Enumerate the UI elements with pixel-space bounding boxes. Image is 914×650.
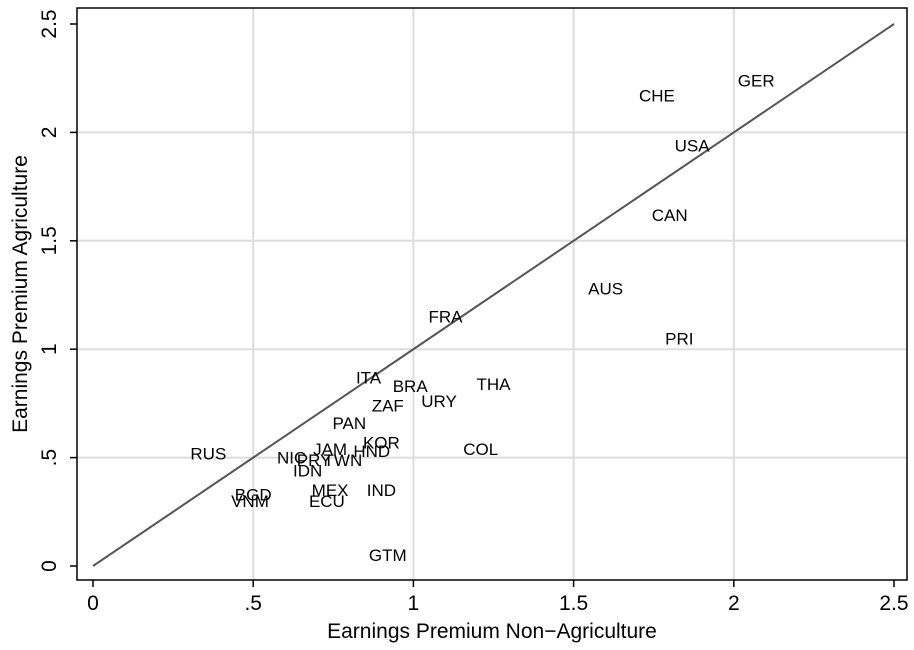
point-label-idn: IDN: [293, 462, 322, 481]
point-label-jam: JAM: [313, 440, 347, 459]
point-label-vnm: VNM: [231, 492, 269, 511]
point-label-col: COL: [463, 440, 498, 459]
x-tick-label: 1.5: [559, 592, 588, 615]
point-label-usa: USA: [675, 136, 711, 155]
point-label-bgd: BGD: [235, 485, 272, 504]
reference-45-degree-line: [92, 23, 895, 567]
point-label-che: CHE: [639, 87, 675, 106]
point-labels: GER CHE USA CAN AUS PRI FRA ITA BRA THA ZAF URY PANK…: [190, 71, 774, 565]
x-tick-label: 0: [87, 592, 99, 615]
point-label-ind: IND: [367, 481, 396, 500]
x-tick-label: 1: [408, 592, 420, 615]
x-tick-label: 2.5: [879, 592, 908, 615]
x-axis-title: Earnings Premium Non−Agriculture: [327, 620, 657, 643]
point-label-kor: KOR: [363, 433, 400, 452]
point-label-nic: NIC: [277, 449, 306, 468]
point-label-hnd: HND: [353, 442, 390, 461]
y-tick-label: .5: [38, 449, 61, 467]
y-tick-label: 1: [38, 343, 61, 355]
y-tick-label: 2: [38, 127, 61, 139]
point-label-ecu: ECU: [309, 492, 345, 511]
y-tick-label: 0: [38, 560, 61, 572]
point-label-rus: RUS: [190, 444, 226, 463]
grid-lines: [77, 8, 907, 580]
point-label-pry: PRY: [297, 451, 332, 470]
y-tick-label: 2.5: [38, 9, 61, 38]
point-label-fra: FRA: [428, 308, 463, 327]
point-label-ury: URY: [421, 392, 457, 411]
plot-frame: [76, 7, 908, 581]
point-label-aus: AUS: [588, 279, 623, 298]
x-tick-label: 2: [728, 592, 740, 615]
y-axis-title: Earnings Premium Agriculture: [9, 155, 32, 433]
y-axis-ticks: 0 .5 1 1.5 2 2.5: [38, 9, 77, 572]
point-label-twn: TWN: [324, 451, 363, 470]
point-label-gtm: GTM: [369, 546, 407, 565]
point-label-ita: ITA: [356, 368, 382, 387]
point-label-mex: MEX: [312, 481, 349, 500]
point-label-can: CAN: [652, 206, 688, 225]
point-label-pan: PAN: [332, 414, 366, 433]
y-tick-label: 1.5: [38, 226, 61, 255]
point-label-bra: BRA: [393, 377, 429, 396]
point-label-zaf: ZAF: [372, 397, 404, 416]
point-label-ger: GER: [738, 71, 775, 90]
x-axis-ticks: 0 .5 1 1.5 2 2.5: [87, 580, 909, 615]
point-label-pri: PRI: [665, 329, 693, 348]
point-label-tha: THA: [477, 375, 512, 394]
x-tick-label: .5: [244, 592, 262, 615]
